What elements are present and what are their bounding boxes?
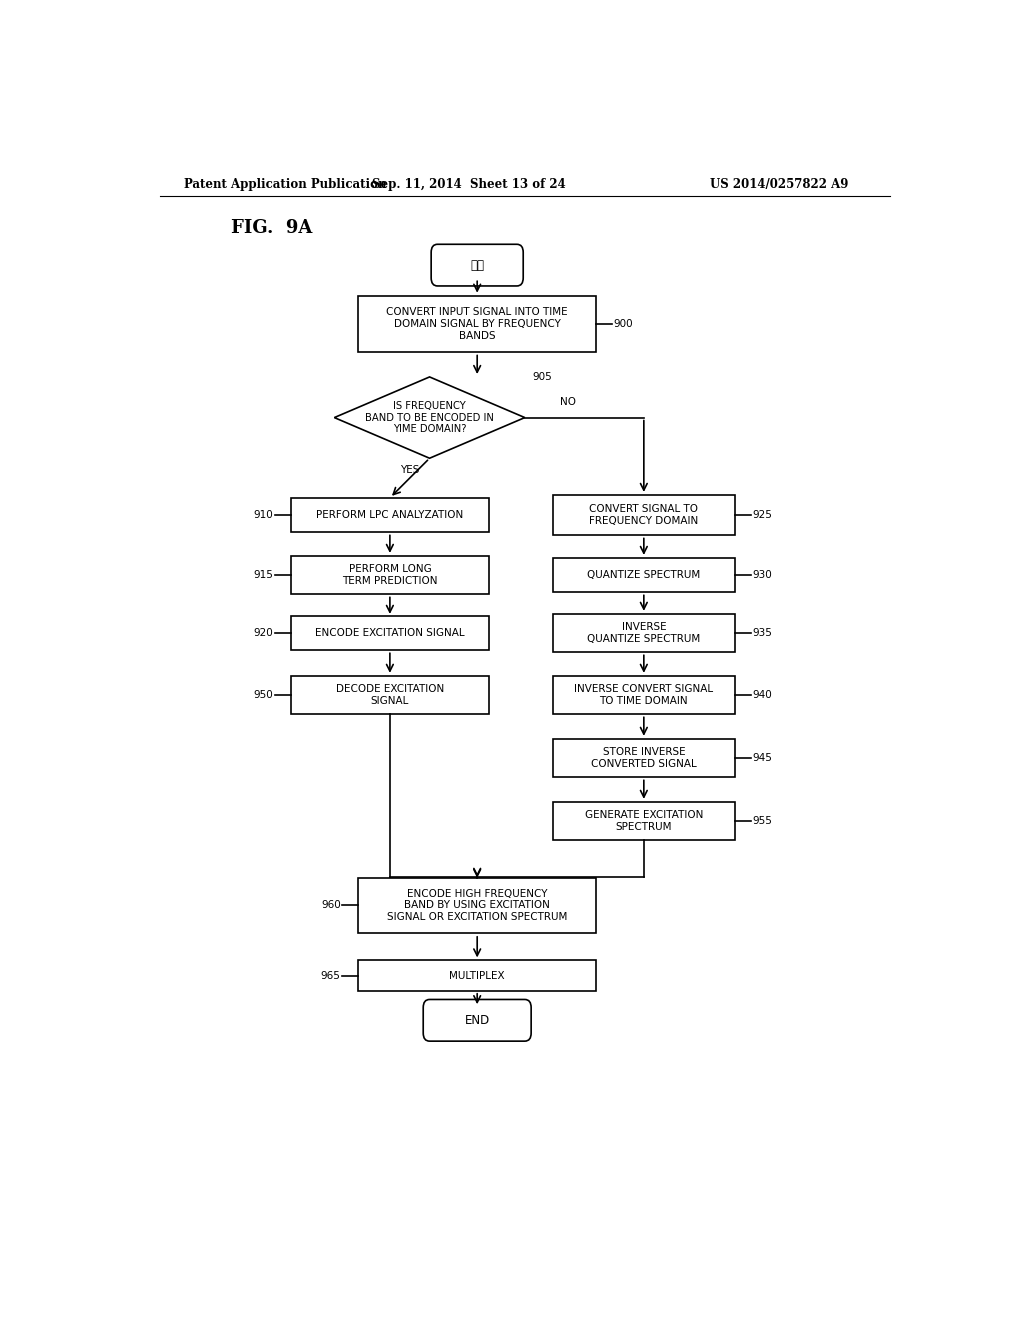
FancyBboxPatch shape bbox=[358, 961, 596, 991]
Text: IS FREQUENCY
BAND TO BE ENCODED IN
YIME DOMAIN?: IS FREQUENCY BAND TO BE ENCODED IN YIME … bbox=[366, 401, 494, 434]
FancyBboxPatch shape bbox=[291, 616, 489, 649]
Text: 945: 945 bbox=[753, 754, 772, 763]
Text: MULTIPLEX: MULTIPLEX bbox=[450, 970, 505, 981]
FancyBboxPatch shape bbox=[553, 495, 735, 536]
Text: 915: 915 bbox=[253, 570, 273, 579]
FancyBboxPatch shape bbox=[553, 614, 735, 652]
FancyBboxPatch shape bbox=[291, 499, 489, 532]
Text: 930: 930 bbox=[753, 570, 772, 579]
Text: Patent Application Publication: Patent Application Publication bbox=[183, 178, 386, 191]
Text: ENCODE HIGH FREQUENCY
BAND BY USING EXCITATION
SIGNAL OR EXCITATION SPECTRUM: ENCODE HIGH FREQUENCY BAND BY USING EXCI… bbox=[387, 888, 567, 923]
Text: 920: 920 bbox=[254, 628, 273, 638]
FancyBboxPatch shape bbox=[431, 244, 523, 286]
FancyBboxPatch shape bbox=[553, 739, 735, 777]
Text: 950: 950 bbox=[254, 690, 273, 700]
Text: 960: 960 bbox=[321, 900, 341, 911]
Text: PERFORM LPC ANALYZATION: PERFORM LPC ANALYZATION bbox=[316, 510, 464, 520]
Text: 955: 955 bbox=[753, 816, 772, 826]
Text: GENERATE EXCITATION
SPECTRUM: GENERATE EXCITATION SPECTRUM bbox=[585, 810, 703, 832]
FancyBboxPatch shape bbox=[423, 999, 531, 1041]
Text: 시작: 시작 bbox=[470, 259, 484, 272]
FancyBboxPatch shape bbox=[291, 556, 489, 594]
Text: CONVERT SIGNAL TO
FREQUENCY DOMAIN: CONVERT SIGNAL TO FREQUENCY DOMAIN bbox=[589, 504, 698, 525]
FancyBboxPatch shape bbox=[553, 676, 735, 714]
FancyBboxPatch shape bbox=[553, 801, 735, 841]
Text: 940: 940 bbox=[753, 690, 772, 700]
Text: NO: NO bbox=[560, 397, 577, 408]
Text: YES: YES bbox=[400, 466, 420, 475]
Text: 905: 905 bbox=[532, 372, 553, 381]
Text: INVERSE CONVERT SIGNAL
TO TIME DOMAIN: INVERSE CONVERT SIGNAL TO TIME DOMAIN bbox=[574, 684, 714, 706]
Text: DECODE EXCITATION
SIGNAL: DECODE EXCITATION SIGNAL bbox=[336, 684, 444, 706]
Text: 935: 935 bbox=[753, 628, 772, 638]
Polygon shape bbox=[334, 378, 524, 458]
Text: 900: 900 bbox=[613, 319, 633, 329]
Text: QUANTIZE SPECTRUM: QUANTIZE SPECTRUM bbox=[587, 570, 700, 579]
Text: Sep. 11, 2014  Sheet 13 of 24: Sep. 11, 2014 Sheet 13 of 24 bbox=[373, 178, 566, 191]
FancyBboxPatch shape bbox=[291, 676, 489, 714]
FancyBboxPatch shape bbox=[358, 878, 596, 933]
Text: PERFORM LONG
TERM PREDICTION: PERFORM LONG TERM PREDICTION bbox=[342, 565, 437, 586]
Text: US 2014/0257822 A9: US 2014/0257822 A9 bbox=[710, 178, 848, 191]
Text: END: END bbox=[465, 1014, 489, 1027]
Text: 910: 910 bbox=[254, 510, 273, 520]
Text: INVERSE
QUANTIZE SPECTRUM: INVERSE QUANTIZE SPECTRUM bbox=[587, 622, 700, 644]
Text: CONVERT INPUT SIGNAL INTO TIME
DOMAIN SIGNAL BY FREQUENCY
BANDS: CONVERT INPUT SIGNAL INTO TIME DOMAIN SI… bbox=[386, 308, 568, 341]
Text: 965: 965 bbox=[321, 970, 341, 981]
Text: FIG.  9A: FIG. 9A bbox=[231, 219, 312, 236]
Text: ENCODE EXCITATION SIGNAL: ENCODE EXCITATION SIGNAL bbox=[315, 628, 465, 638]
FancyBboxPatch shape bbox=[358, 296, 596, 352]
FancyBboxPatch shape bbox=[553, 558, 735, 591]
Text: STORE INVERSE
CONVERTED SIGNAL: STORE INVERSE CONVERTED SIGNAL bbox=[591, 747, 696, 768]
Text: 925: 925 bbox=[753, 510, 772, 520]
